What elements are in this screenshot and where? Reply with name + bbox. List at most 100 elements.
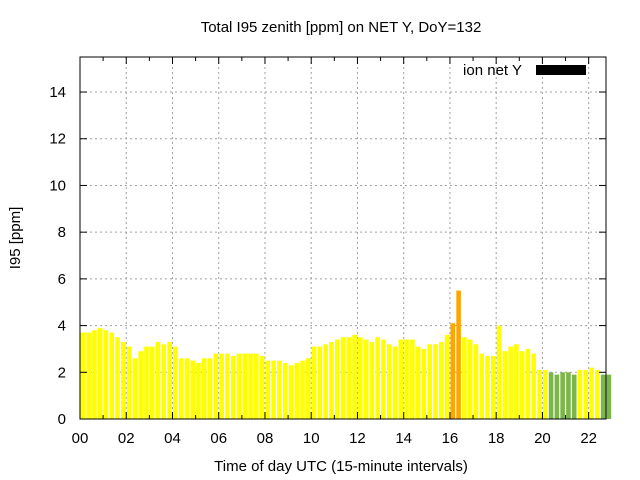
bar <box>386 344 392 419</box>
y-tick-label: 8 <box>58 224 66 241</box>
bar <box>479 353 485 419</box>
bar <box>103 330 109 419</box>
y-tick-label: 10 <box>49 177 66 194</box>
bar <box>173 346 178 419</box>
grid <box>80 57 606 419</box>
legend-label: ion net Y <box>463 62 522 79</box>
x-tick-label: 12 <box>349 430 366 447</box>
bar <box>167 341 172 419</box>
bar <box>554 374 560 419</box>
bar <box>97 327 103 419</box>
bar <box>450 323 456 419</box>
y-tick-label: 0 <box>58 411 66 428</box>
x-tick-label: 14 <box>395 430 412 447</box>
bar <box>300 360 305 419</box>
bar <box>519 351 525 419</box>
bar <box>155 341 161 419</box>
bar <box>462 337 467 419</box>
x-tick-label: 08 <box>257 430 274 447</box>
bar <box>560 372 565 419</box>
bar <box>254 353 259 419</box>
bar <box>467 339 473 419</box>
bar <box>271 360 276 419</box>
bar <box>178 358 184 419</box>
bars <box>80 290 612 419</box>
x-tick-label: 02 <box>118 430 135 447</box>
bar <box>277 360 282 419</box>
bar <box>485 355 490 419</box>
bar <box>496 325 502 419</box>
bar <box>421 348 427 419</box>
bar <box>410 339 415 419</box>
bar <box>306 358 311 419</box>
bar <box>375 337 380 419</box>
bar <box>86 332 91 419</box>
x-tick-label: 00 <box>72 430 89 447</box>
bar <box>265 360 271 419</box>
chart-title: Total I95 zenith [ppm] on NET Y, DoY=132 <box>201 19 482 36</box>
bar <box>225 353 230 419</box>
x-tick-label: 16 <box>442 430 459 447</box>
y-tick-label: 6 <box>58 271 66 288</box>
bar <box>236 353 242 419</box>
bar <box>248 353 253 419</box>
bar <box>508 346 513 419</box>
bar <box>531 353 537 419</box>
plot-frame <box>79 56 607 420</box>
bar <box>473 344 479 419</box>
bar <box>583 369 589 419</box>
bar <box>190 360 195 419</box>
y-tick-label: 2 <box>58 364 66 381</box>
bar <box>392 346 398 419</box>
bar <box>358 337 363 419</box>
bar <box>369 341 375 419</box>
y-axis: 0 2 4 6 8 10 12 14 <box>49 84 606 428</box>
bar <box>207 358 213 419</box>
bar <box>121 341 126 419</box>
x-tick-label: 20 <box>534 430 551 447</box>
y-tick-label: 12 <box>49 131 66 148</box>
bar <box>311 346 317 419</box>
bar <box>282 362 288 419</box>
bar <box>288 365 294 419</box>
x-tick-label: 04 <box>164 430 181 447</box>
bar <box>334 339 340 419</box>
bar <box>571 374 577 419</box>
x-axis-label: Time of day UTC (15-minute intervals) <box>214 458 468 475</box>
bar <box>230 355 236 419</box>
bar <box>126 346 132 419</box>
bar <box>242 353 248 419</box>
bar <box>346 337 352 419</box>
bar <box>149 346 155 419</box>
bar <box>92 330 97 419</box>
legend: ion net Y <box>463 62 586 79</box>
bar <box>491 355 496 419</box>
legend-swatch <box>536 65 586 75</box>
bar <box>525 348 531 419</box>
bar <box>317 346 323 419</box>
y-axis-label: I95 [ppm] <box>7 207 24 270</box>
bar <box>456 290 461 419</box>
bar <box>144 346 149 419</box>
bar <box>514 344 519 419</box>
bar <box>352 334 357 419</box>
x-tick-label: 06 <box>210 430 227 447</box>
bar <box>537 369 542 419</box>
bar <box>502 351 508 419</box>
bar <box>219 353 224 419</box>
bar <box>548 372 554 419</box>
x-axis: 00 02 04 06 08 10 12 14 16 18 20 22 <box>72 57 597 447</box>
bar <box>577 369 583 419</box>
bar <box>433 344 438 419</box>
bar <box>323 344 328 419</box>
bar <box>566 372 571 419</box>
bar <box>196 362 201 419</box>
bar <box>363 339 369 419</box>
x-tick-label: 22 <box>580 430 597 447</box>
bar <box>415 346 421 419</box>
bar <box>340 337 346 419</box>
y-tick-label: 14 <box>49 84 66 101</box>
bar <box>329 341 334 419</box>
bar <box>444 334 450 419</box>
